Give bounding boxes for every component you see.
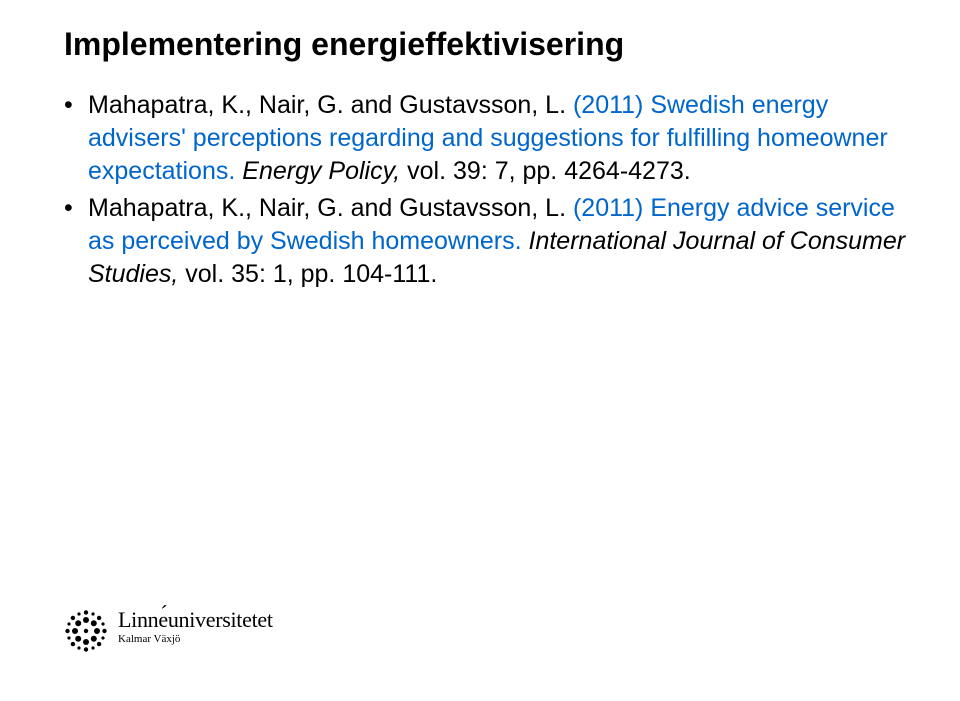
brand-wordmark: Linneuniversitetet (118, 609, 273, 631)
list-item: Mahapatra, K., Nair, G. and Gustavsson, … (64, 192, 912, 291)
text-span: vol. 39: 7, pp. 4264-4273. (407, 157, 691, 185)
text-span: Mahapatra, K., Nair, G. and Gustavsson, … (88, 91, 573, 119)
brand-logo: Linneuniversitetet Kalmar Växjö (64, 609, 273, 653)
flower-icon (64, 609, 108, 653)
text-span: Mahapatra, K., Nair, G. and Gustavsson, … (88, 194, 573, 222)
brand-text-block: Linneuniversitetet Kalmar Växjö (118, 609, 273, 645)
list-item: Mahapatra, K., Nair, G. and Gustavsson, … (64, 89, 912, 188)
brand-subtext: Kalmar Växjö (118, 633, 273, 645)
bullet-list: Mahapatra, K., Nair, G. and Gustavsson, … (64, 89, 912, 291)
text-span: Energy Policy, (242, 157, 407, 185)
text-span: vol. 35: 1, pp. 104-111. (185, 260, 437, 288)
slide: Implementering energieffektivisering Mah… (0, 0, 960, 701)
page-title: Implementering energieffektivisering (64, 26, 912, 63)
